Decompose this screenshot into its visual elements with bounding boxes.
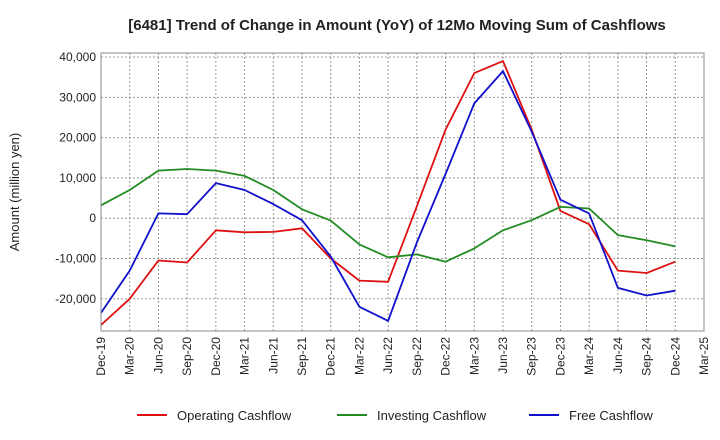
y-tick-label: -10,000 <box>55 251 96 265</box>
chart-title: [6481] Trend of Change in Amount (YoY) o… <box>128 17 666 34</box>
x-tick-label: Dec-19 <box>94 337 108 376</box>
legend-label-1: Investing Cashflow <box>377 408 487 423</box>
x-tick-label: Jun-20 <box>151 337 165 374</box>
series-lines <box>100 60 676 326</box>
y-axis-label: Amount (million yen) <box>7 133 22 252</box>
legend: Operating Cashflow Investing Cashflow Free… <box>137 408 653 423</box>
y-tick-label: 40,000 <box>59 50 96 64</box>
x-ticks: Dec-19 Mar-20 Jun-20 Sep-20 Dec-20 Mar-21 Jun-… <box>94 337 711 376</box>
x-tick-label: Jun-21 <box>266 337 280 374</box>
y-tick-label: 20,000 <box>59 131 96 145</box>
y-tick-label: 30,000 <box>59 90 96 104</box>
plot-border <box>100 52 705 332</box>
x-tick-label: Dec-21 <box>324 337 338 376</box>
series-line-2 <box>100 70 676 322</box>
x-tick-label: Sep-23 <box>525 337 539 376</box>
y-ticks: -20,000 -10,000 0 10,000 20,000 30,000 40,000 <box>55 50 96 306</box>
legend-label-2: Free Cashflow <box>569 408 653 423</box>
x-tick-label: Sep-20 <box>180 337 194 376</box>
x-tick-label: Jun-22 <box>381 337 395 374</box>
x-tick-label: Mar-22 <box>352 337 366 375</box>
series-line-0 <box>100 60 676 326</box>
x-tick-label: Mar-20 <box>123 337 137 375</box>
x-tick-label: Mar-25 <box>697 337 711 375</box>
x-tick-label: Dec-20 <box>209 337 223 376</box>
legend-label-0: Operating Cashflow <box>177 408 292 423</box>
x-tick-label: Sep-21 <box>295 337 309 376</box>
x-tick-label: Mar-21 <box>238 337 252 375</box>
y-tick-label: -20,000 <box>55 292 96 306</box>
x-tick-label: Sep-22 <box>410 337 424 376</box>
x-tick-label: Mar-24 <box>582 337 596 375</box>
x-tick-label: Dec-22 <box>439 337 453 376</box>
grid <box>100 53 705 331</box>
x-tick-label: Sep-24 <box>640 337 654 376</box>
y-tick-label: 10,000 <box>59 171 96 185</box>
y-tick-label: 0 <box>89 211 96 225</box>
x-tick-label: Jun-24 <box>611 337 625 374</box>
x-tick-label: Jun-23 <box>496 337 510 374</box>
x-tick-label: Dec-23 <box>553 337 567 376</box>
x-tick-label: Dec-24 <box>668 337 682 376</box>
x-tick-label: Mar-23 <box>467 337 481 375</box>
